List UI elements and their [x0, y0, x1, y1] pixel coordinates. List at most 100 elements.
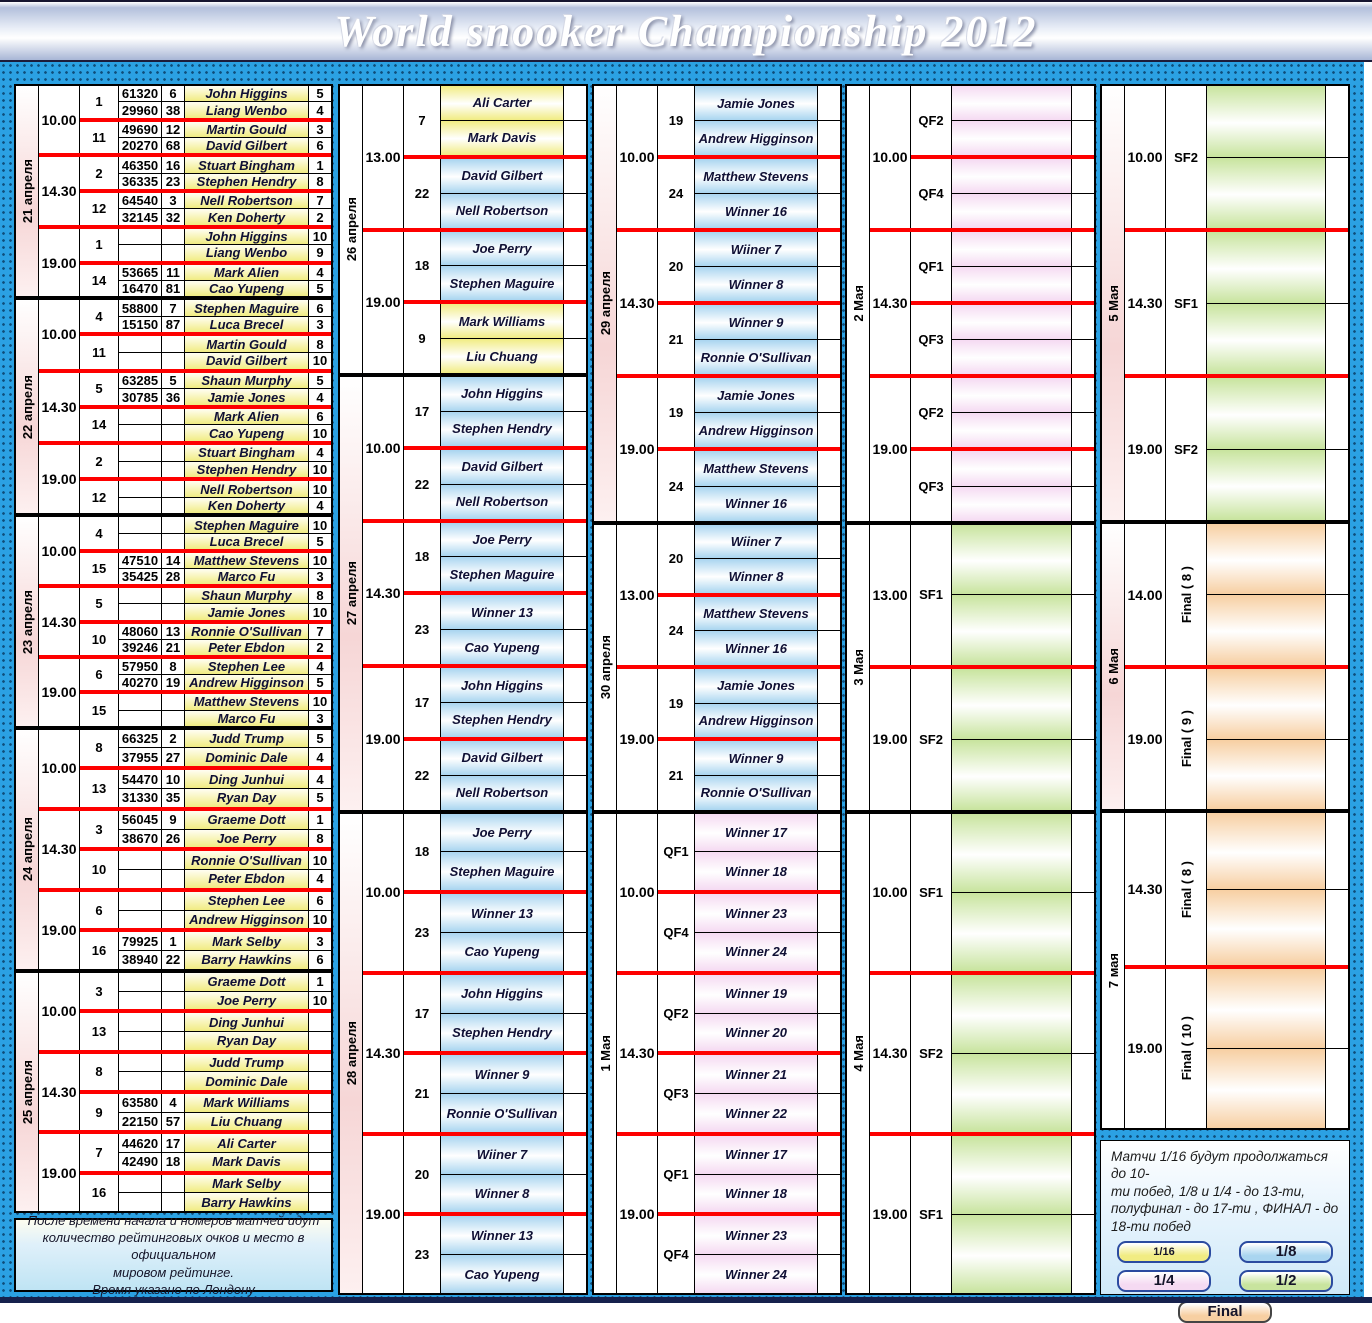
match-number-cell: 22	[404, 740, 441, 810]
score-cell: 10	[312, 694, 328, 710]
match-number-cell: 8	[80, 1053, 119, 1090]
match-rows: Joe Perry Stephen Maguire	[441, 813, 586, 891]
table-row: Winner 8	[695, 266, 840, 302]
match-block: 12 Nell Robertson 10 Ken Doherty 4	[80, 477, 331, 514]
match-rows: 56045 9 Graeme Dott 1 38670 26 Joe Perry 8	[119, 810, 331, 848]
match-number-cell: QF4	[658, 1216, 695, 1294]
legend-button-final[interactable]: Final	[1178, 1300, 1272, 1323]
match-block: SF1	[911, 524, 1094, 666]
table-row: Andrew Higginson	[695, 120, 840, 156]
matches: QF2 QF4	[911, 86, 1094, 229]
date-label: 4 Мая	[850, 1034, 866, 1072]
match-block: 20 Wiiner 7 Winner 8	[658, 524, 840, 593]
score-cell: 6	[316, 138, 324, 154]
matches: 4 58800 7 Stephen Maguire 6 15150 87 Luca Brece…	[80, 300, 331, 369]
rank-cell	[162, 1193, 185, 1212]
table-row: Winner 16	[695, 485, 840, 521]
player-name-cell	[1207, 1049, 1326, 1129]
match-rows: Winner 23 Winner 24	[695, 1216, 840, 1294]
table-row: Joe Perry	[441, 813, 586, 852]
match-rows: Ali Carter Mark Davis	[441, 86, 586, 155]
date-cell: 4 Мая	[847, 813, 870, 1293]
match-rows: John Higgins Stephen Hendry	[441, 974, 586, 1052]
date-label: 1 Мая	[597, 1034, 613, 1072]
table-row	[952, 159, 1094, 194]
match-block: SF2	[911, 974, 1094, 1132]
table-row: 57950 8 Stephen Lee 4	[119, 658, 331, 675]
player-name-cell	[1207, 739, 1326, 810]
table-row: 46350 16 Stuart Bingham 1	[119, 157, 331, 173]
table-row	[952, 1052, 1094, 1132]
player-name-cell	[952, 669, 1072, 739]
table-row	[952, 266, 1094, 302]
player-name-cell: Peter Ebdon	[185, 870, 309, 888]
match-block: 10 Ronnie O'Sullivan 10 Peter Ebdon 4	[80, 847, 331, 888]
score-cell: 10	[312, 461, 328, 477]
score-cell	[818, 1014, 840, 1052]
player-name-cell: David Gilbert	[441, 449, 564, 484]
match-number-cell: 3	[80, 810, 119, 848]
match-block: 8 Judd Trump Dominic Dale	[80, 1053, 331, 1090]
score-cell: 6	[316, 300, 324, 316]
session-block: 19.00 QF2 QF3	[870, 374, 1094, 521]
session-block: 14.30 Final ( 8 )	[1125, 813, 1348, 965]
matches: 19 Jamie Jones Andrew Higginson 24 Matthew S…	[658, 86, 840, 229]
time-cell: 14.30	[617, 232, 658, 375]
player-name-cell: Mark Alien	[185, 264, 309, 280]
score-cell	[818, 378, 840, 412]
time-cell: 19.00	[39, 658, 80, 726]
table-row: Mark Selby	[119, 1174, 331, 1193]
match-block: QF3	[911, 301, 1094, 375]
score-cell	[818, 159, 840, 193]
match-number-cell: SF1	[1166, 232, 1207, 375]
day-block: 25 апреля 10.00 3 Graeme Dott 1 Joe Perry 10 13…	[16, 968, 331, 1212]
points-cell	[119, 870, 162, 888]
table-row: Graeme Dott 1	[119, 972, 331, 991]
player-name-cell: Winner 9	[695, 305, 818, 340]
match-block: QF1	[911, 232, 1094, 302]
rank-cell: 19	[162, 675, 185, 691]
time-cell: 13.00	[870, 524, 911, 666]
rank-cell	[162, 353, 185, 369]
table-row: Luca Brecel 5	[119, 532, 331, 549]
points-cell: 37955	[119, 748, 162, 767]
score-cell: 10	[312, 852, 328, 868]
legend-text: Матчи 1/16 будут продолжаться до 10- ти …	[1111, 1149, 1339, 1234]
table-row	[952, 738, 1094, 810]
table-row: Winner 8	[695, 558, 840, 593]
session-block: 10.00 SF2	[1125, 86, 1348, 229]
score-cell	[309, 1113, 331, 1131]
match-rows	[952, 378, 1094, 448]
match-block: 18 Joe Perry Stephen Maguire	[404, 231, 586, 301]
points-cell	[119, 1193, 162, 1212]
bracket-column: 29 апреля 10.00 19 Jamie Jones Andrew Higgin…	[592, 84, 842, 1295]
table-row	[1207, 86, 1348, 157]
player-name-cell: John Higgins	[441, 974, 564, 1013]
match-number-cell: 7	[80, 1134, 119, 1171]
match-rows: John Higgins Stephen Hendry	[441, 377, 586, 446]
player-name-cell: Matthew Stevens	[185, 552, 309, 569]
points-cell: 53665	[119, 264, 162, 280]
matches: 18 Joe Perry Stephen Maguire 23 Winner 13 Cao…	[404, 813, 586, 971]
date-label: 30 апреля	[597, 634, 613, 700]
legend-button-1-8[interactable]: 1/8	[1239, 1240, 1333, 1263]
score-cell	[564, 194, 586, 228]
time-cell: 14.30	[39, 1053, 80, 1131]
legend-button-1-16[interactable]: 1/16	[1117, 1240, 1211, 1263]
match-rows	[1207, 378, 1348, 521]
match-rows	[1207, 524, 1348, 665]
match-number-cell: 12	[80, 193, 119, 225]
points-cell	[119, 497, 162, 514]
match-block: 17 John Higgins Stephen Hendry	[404, 668, 586, 737]
legend-button-1-4[interactable]: 1/4	[1117, 1269, 1211, 1292]
table-row: Winner 24	[695, 931, 840, 971]
player-name-cell	[952, 524, 1072, 595]
rank-cell	[162, 1013, 185, 1031]
match-number-cell: 20	[404, 1135, 441, 1213]
player-name-cell: Winner 16	[695, 194, 818, 229]
score-cell	[818, 704, 840, 738]
player-name-cell: Barry Hawkins	[185, 1193, 309, 1212]
session-block: 19.00 18 Joe Perry Stephen Maguire 9 Mark Wil…	[363, 227, 586, 374]
date-cell: 30 апреля	[594, 524, 617, 810]
legend-button-1-2[interactable]: 1/2	[1239, 1269, 1333, 1292]
